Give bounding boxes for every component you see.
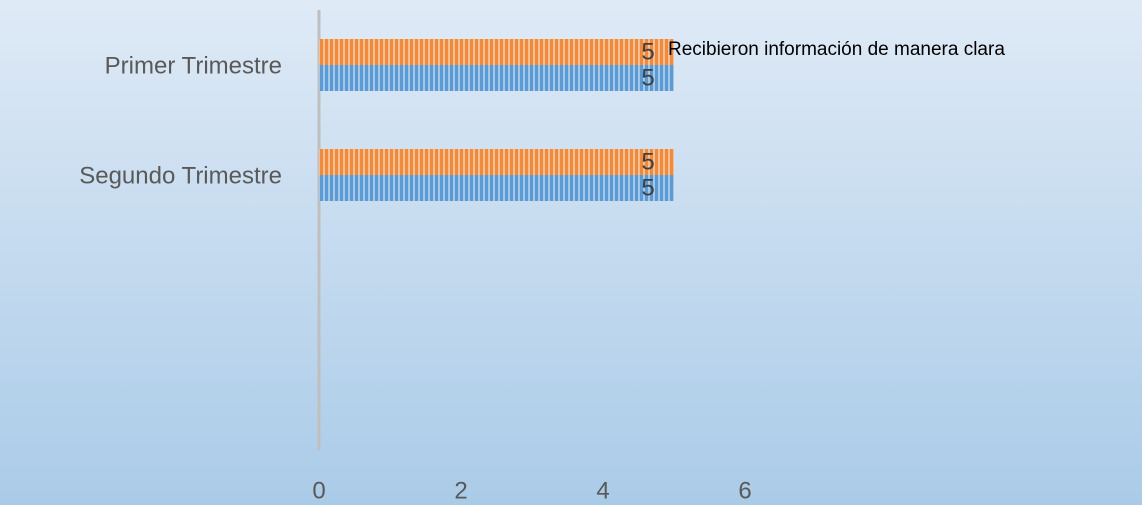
bar (319, 39, 674, 65)
value-label: 5 (641, 148, 654, 175)
series-label: Recibieron información de manera clara (668, 39, 1005, 60)
value-label: 5 (641, 174, 654, 201)
x-tick-label: 2 (454, 477, 467, 504)
value-label: 5 (641, 38, 654, 65)
value-label: 5 (641, 64, 654, 91)
bar (319, 149, 674, 175)
bar (319, 175, 674, 201)
x-tick-label: 4 (596, 477, 609, 504)
x-tick-label: 6 (738, 477, 751, 504)
y-tick-label: Segundo Trimestre (79, 162, 282, 189)
y-tick-label: Primer Trimestre (105, 52, 282, 79)
bar (319, 65, 674, 91)
x-tick-label: 0 (312, 477, 325, 504)
